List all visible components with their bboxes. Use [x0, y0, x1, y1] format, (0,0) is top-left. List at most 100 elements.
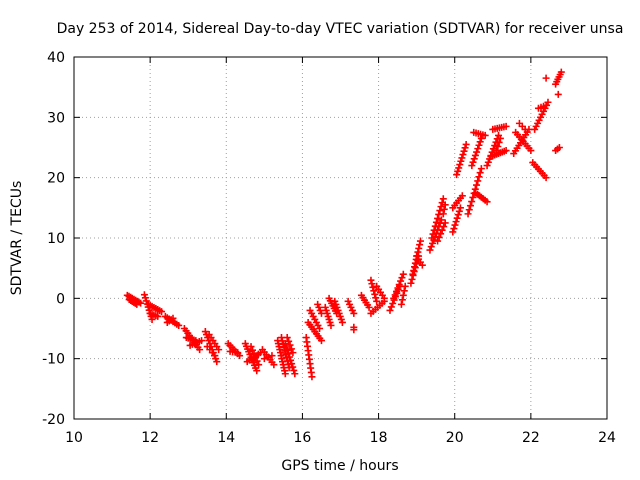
data-point [268, 352, 276, 360]
data-point [397, 300, 405, 308]
data-point [454, 211, 462, 219]
data-point [133, 300, 141, 308]
data-point [211, 352, 219, 360]
data-point [416, 237, 424, 245]
data-point [286, 353, 294, 361]
data-point [270, 361, 278, 369]
x-tick-label: 10 [65, 430, 83, 446]
y-tick-labels: -20 -10 0 10 20 30 40 [42, 50, 65, 428]
data-point [436, 207, 444, 215]
data-point [430, 226, 438, 234]
data-point [542, 101, 550, 109]
data-point [453, 214, 461, 222]
data-point [399, 291, 407, 299]
data-point [432, 218, 440, 226]
data-point [469, 193, 477, 201]
data-point [502, 122, 510, 130]
data-point [555, 144, 563, 151]
data-point [317, 337, 325, 345]
x-tick-label: 24 [598, 430, 616, 446]
y-tick-label: 30 [47, 110, 65, 126]
data-point [282, 343, 290, 351]
data-point [458, 192, 466, 200]
data-point [456, 204, 464, 212]
data-point [440, 205, 448, 213]
data-point [291, 370, 299, 378]
x-tick-label: 16 [294, 430, 312, 446]
data-point [281, 370, 289, 378]
data-point [287, 345, 295, 353]
data-point [373, 297, 381, 305]
data-point [455, 164, 463, 172]
data-point [196, 346, 204, 354]
chart-title: Day 253 of 2014, Sidereal Day-to-day VTE… [57, 21, 624, 37]
y-tick-label: -10 [42, 352, 65, 368]
data-point [481, 131, 489, 139]
data-point [453, 171, 461, 179]
data-point [416, 241, 424, 249]
data-point [289, 349, 297, 357]
data-point [476, 169, 484, 177]
data-point [462, 140, 470, 148]
data-point [456, 161, 464, 169]
data-point [458, 154, 466, 162]
data-point [288, 360, 296, 368]
data-point [398, 274, 406, 282]
data-point [284, 350, 292, 358]
data-point [455, 207, 463, 215]
data-point [234, 349, 242, 357]
data-point [260, 355, 268, 363]
data-point [368, 280, 376, 288]
data-point [411, 259, 419, 267]
y-tick-label: -20 [42, 412, 65, 428]
data-point [408, 275, 416, 283]
data-point [450, 225, 458, 233]
data-point [464, 210, 472, 218]
x-tick-label: 14 [217, 430, 235, 446]
data-point [441, 219, 449, 227]
data-point [440, 223, 448, 231]
data-point [289, 363, 297, 371]
data-point [459, 151, 467, 159]
data-point [393, 287, 401, 295]
data-point [198, 337, 206, 345]
data-point [542, 174, 550, 182]
x-tick-label: 22 [522, 430, 540, 446]
data-point [264, 353, 272, 361]
data-point [369, 283, 377, 291]
x-tick-label: 12 [141, 430, 159, 446]
data-point [428, 234, 436, 242]
data-point [380, 294, 388, 302]
data-point [213, 358, 221, 366]
data-point [215, 346, 223, 354]
data-point [554, 90, 562, 98]
data-point [483, 198, 491, 206]
data-point [427, 243, 435, 251]
data-point [394, 284, 402, 292]
data-point [495, 138, 503, 146]
data-point [367, 276, 375, 284]
data-point [407, 279, 415, 287]
data-point [470, 155, 478, 163]
x-axis-label: GPS time / hours [281, 458, 398, 474]
data-point [483, 162, 491, 170]
data-point [350, 326, 358, 334]
data-point [469, 158, 477, 166]
series-sdtvar [123, 68, 565, 381]
data-point [252, 353, 260, 361]
data-point [287, 356, 295, 364]
data-point [493, 147, 501, 155]
data-point [391, 291, 399, 299]
plot-frame [73, 56, 608, 420]
data-point [372, 294, 380, 302]
data-point [285, 337, 293, 345]
data-point [327, 321, 335, 329]
data-point [389, 300, 397, 308]
data-point [521, 125, 529, 133]
x-tick-label: 18 [370, 430, 388, 446]
data-point [457, 157, 465, 165]
data-point [542, 74, 550, 82]
data-point [475, 173, 483, 181]
